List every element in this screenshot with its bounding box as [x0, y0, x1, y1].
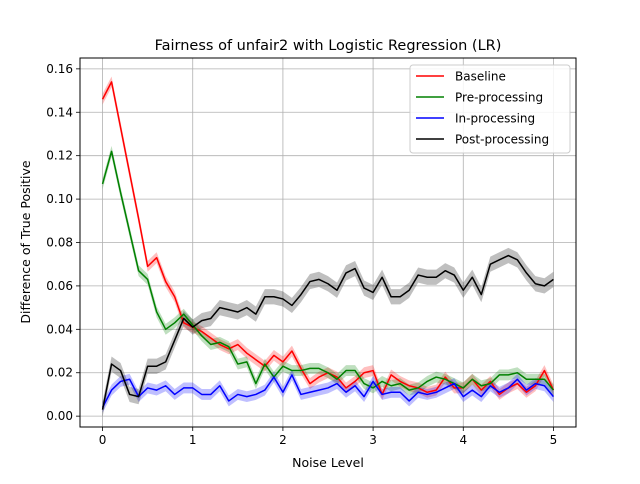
post-processing-band [102, 247, 554, 418]
confidence-bands [102, 76, 554, 418]
legend-label-post-processing: Post-processing [455, 133, 549, 147]
legend-item-baseline: Baseline [416, 70, 506, 84]
x-tick-label: 5 [550, 433, 558, 447]
y-tick-label: 0.04 [46, 322, 73, 336]
y-tick-label: 0.12 [46, 149, 73, 163]
y-tick-label: 0.08 [46, 236, 73, 250]
x-tick-label: 2 [279, 433, 287, 447]
legend-item-in-processing: In-processing [416, 112, 535, 126]
legend-label-pre-processing: Pre-processing [455, 91, 543, 105]
x-tick-label: 0 [99, 433, 107, 447]
y-tick-label: 0.16 [46, 62, 73, 76]
y-tick-label: 0.00 [46, 409, 73, 423]
legend: Baseline Pre-processing In-processing Post-… [409, 64, 571, 154]
legend-label-in-processing: In-processing [455, 112, 535, 126]
legend-item-post-processing: Post-processing [416, 133, 549, 147]
post-processing-line [101, 254, 554, 410]
pre-processing-line [101, 150, 555, 391]
series-lines [101, 81, 555, 410]
in-processing-band [102, 369, 554, 413]
y-tick-label: 0.06 [46, 279, 73, 293]
y-tick-label: 0.10 [46, 192, 73, 206]
grid-lines [80, 58, 576, 427]
legend-frame [409, 64, 571, 154]
pre-processing-band [102, 145, 554, 396]
in-processing-line [101, 374, 555, 408]
x-tick-label: 3 [369, 433, 377, 447]
y-axis-ticks: 0.00 0.02 0.04 0.06 0.08 0.10 0.12 0.14 0.16 [46, 62, 80, 423]
x-axis-label: Noise Level [292, 455, 364, 470]
x-tick-label: 4 [459, 433, 467, 447]
x-tick-label: 1 [189, 433, 197, 447]
legend-item-pre-processing: Pre-processing [416, 91, 543, 105]
y-axis-label: Difference of True Positive [18, 160, 33, 323]
y-tick-label: 0.14 [46, 105, 73, 119]
legend-label-baseline: Baseline [455, 70, 506, 84]
x-axis-ticks: 0 1 2 3 4 5 [99, 427, 558, 447]
chart-title: Fairness of unfair2 with Logistic Regres… [155, 38, 502, 54]
y-tick-label: 0.02 [46, 366, 73, 380]
